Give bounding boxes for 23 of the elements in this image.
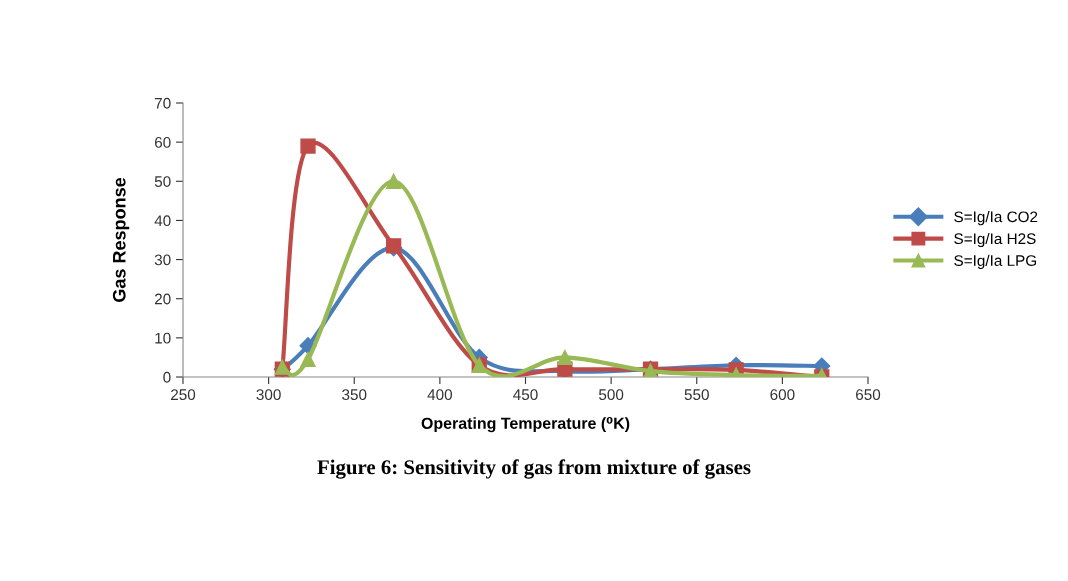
- x-tick-label: 350: [342, 389, 367, 401]
- y-tick-label: 60: [154, 137, 171, 148]
- y-tick-label: 20: [154, 293, 171, 305]
- x-tick-label: 300: [256, 389, 281, 401]
- y-tick-label: 70: [154, 97, 171, 109]
- y-tick-label: 50: [154, 176, 171, 187]
- y-tick-label: 30: [154, 254, 171, 266]
- x-tick-label: 400: [427, 389, 453, 401]
- x-tick-label: 650: [856, 389, 881, 401]
- x-axis-title: Operating Temperature (⁰K): [421, 416, 630, 433]
- x-tick-label: 250: [171, 389, 196, 401]
- y-tick-label: 40: [154, 215, 171, 227]
- legend-label: S=Ig/Ia CO2: [954, 211, 1038, 226]
- x-tick-label: 500: [598, 389, 624, 401]
- x-tick-label: 450: [513, 389, 538, 401]
- legend-label: S=Ig/Ia LPG: [954, 254, 1037, 269]
- y-tick-label: 0: [163, 371, 171, 383]
- legend-label: S=Ig/Ia H2S: [954, 232, 1036, 248]
- x-tick-label: 550: [684, 389, 709, 401]
- y-tick-label: 10: [155, 332, 171, 344]
- x-tick-label: 600: [770, 389, 795, 401]
- y-axis-title: Gas Response: [112, 177, 130, 302]
- text: Figure 6: Sensitivity of gas from mixture of gases: [317, 459, 751, 479]
